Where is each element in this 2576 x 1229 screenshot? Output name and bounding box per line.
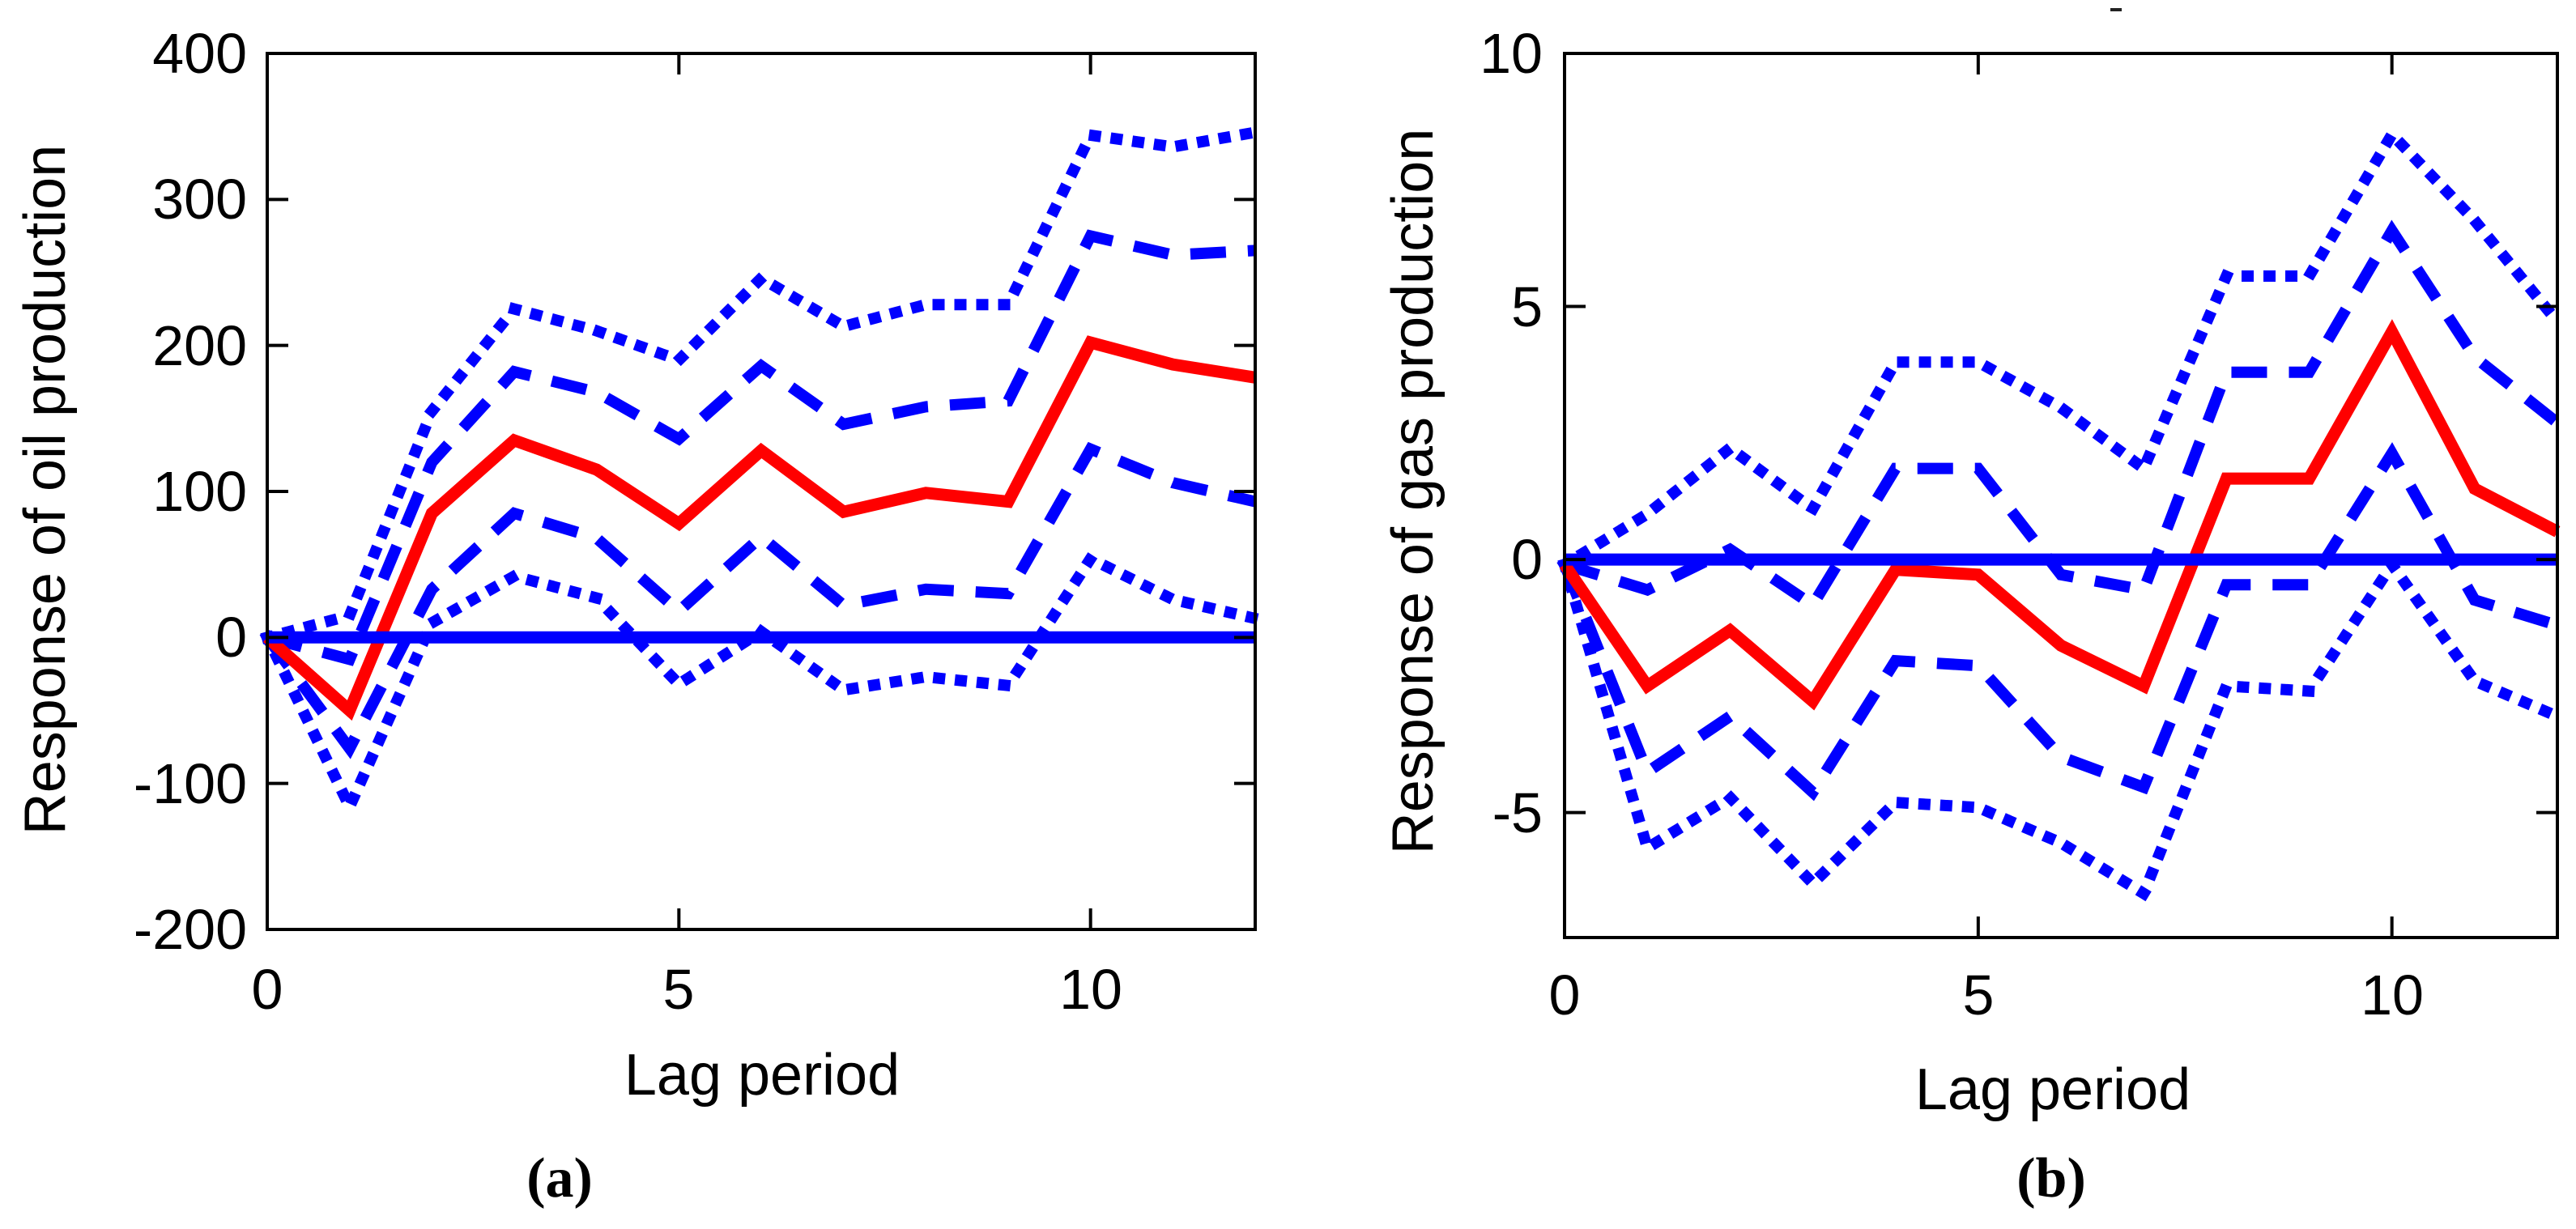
artifact-dash — [2110, 8, 2122, 11]
chart-b-ci-inner-upper — [1562, 219, 2561, 614]
chart-a-ci-inner-lower — [262, 441, 1257, 759]
chart-b-ci-outer-upper — [1556, 125, 2565, 572]
chart-a-impulse-response — [263, 335, 1257, 721]
chart-a-ytick-n200: -200 — [133, 898, 247, 961]
chart-a-xtick-10: 10 — [1059, 958, 1122, 1021]
chart-a-ytick-100: 100 — [152, 460, 247, 523]
chart-b-ytick-5: 5 — [1511, 275, 1543, 338]
chart-a-xtick-0: 0 — [251, 958, 283, 1021]
chart-b-caption: (b) — [2016, 1147, 2086, 1210]
chart-a-ytick-0: 0 — [215, 606, 247, 669]
chart-b-ytick-10: 10 — [1480, 22, 1543, 85]
chart-a-ci-outer-upper — [260, 125, 1262, 644]
chart-b-frame — [1563, 52, 2559, 939]
chart-b-ytick-n5: -5 — [1492, 781, 1543, 844]
chart-b-ci-inner-lower — [1559, 442, 2560, 802]
chart-a-xtick-5: 5 — [662, 958, 695, 1021]
chart-b-xtick-5: 5 — [1962, 963, 1995, 1027]
chart-b-impulse-response — [1559, 319, 2561, 711]
chart-a-ytick-300: 300 — [152, 168, 247, 231]
chart-b-xtick-10: 10 — [2361, 963, 2424, 1027]
chart-b-x-axis-title: Lag period — [1914, 1057, 2191, 1122]
chart-a-caption: (a) — [526, 1147, 593, 1210]
chart-a-ytick-n100: -100 — [133, 752, 247, 815]
chart-a-ytick-200: 200 — [152, 314, 247, 377]
chart-a-x-axis-title: Lag period — [624, 1043, 901, 1108]
chart-a-ci-inner-upper — [266, 229, 1256, 666]
chart-b-ytick-0: 0 — [1511, 528, 1543, 591]
chart-a-ytick-400: 400 — [152, 22, 247, 85]
chart-b-xtick-0: 0 — [1548, 963, 1581, 1027]
chart-a-ci-outer-lower — [259, 551, 1262, 821]
